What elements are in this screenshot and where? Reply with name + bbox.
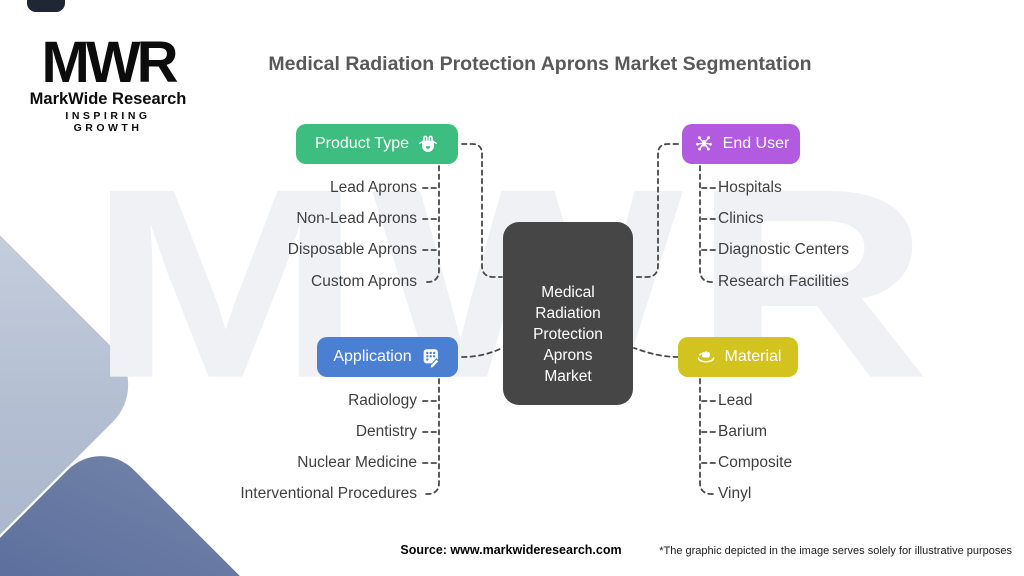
- end-user-item: Diagnostic Centers: [718, 241, 849, 258]
- material-item: Barium: [718, 423, 768, 440]
- logo-tagline: INSPIRING GROWTH: [65, 110, 151, 134]
- hand-dish-icon: [695, 346, 717, 368]
- material-item: Composite: [718, 454, 793, 471]
- application-label: Application: [333, 348, 412, 365]
- product-type-item: Custom Aprons: [311, 273, 417, 290]
- page-title: Medical Radiation Protection Aprons Mark…: [268, 53, 812, 75]
- material-item: Vinyl: [718, 485, 752, 502]
- application-item: Nuclear Medicine: [297, 454, 417, 471]
- disclaimer-text: *The graphic depicted in the image serve…: [659, 545, 1012, 557]
- connector-application-spine: [422, 378, 440, 495]
- product-type-item: Non-Lead Aprons: [296, 210, 417, 227]
- logo-acronym: MWR: [41, 30, 179, 95]
- product-type-item: Disposable Aprons: [287, 241, 417, 258]
- end-user-item: Hospitals: [718, 179, 782, 196]
- center-node-line: Radiation: [535, 305, 601, 322]
- logo-name: MarkWide Research: [29, 90, 187, 108]
- connector-material-spine: [699, 378, 717, 495]
- center-node-line: Aprons: [543, 347, 593, 364]
- material-badge: Material: [678, 337, 798, 377]
- apron-icon: [417, 133, 439, 155]
- application-item: Radiology: [348, 392, 417, 409]
- application-badge: Application: [317, 337, 458, 377]
- center-node: Medical Radiation Protection Aprons Mark…: [503, 222, 633, 405]
- end-user-label: End User: [722, 135, 790, 152]
- connector-application-to-center: [461, 347, 503, 358]
- markwide-logo: MWR MarkWide Research INSPIRING GROWTH: [28, 30, 188, 135]
- connector-end-user-to-center: [633, 143, 679, 278]
- end-user-item: Research Facilities: [718, 273, 849, 290]
- source-text: Source: www.markwideresearch.com: [400, 543, 622, 557]
- product-type-badge: Product Type: [296, 124, 458, 164]
- center-node-line: Market: [544, 368, 592, 385]
- connector-product-type-to-center: [461, 143, 503, 278]
- end-user-badge: End User: [682, 124, 800, 164]
- product-type-label: Product Type: [315, 135, 409, 152]
- product-type-item: Lead Aprons: [329, 179, 417, 196]
- center-node-line: Protection: [533, 326, 603, 343]
- top-left-corner-shape: [27, 0, 65, 12]
- people-network-icon: [693, 133, 715, 155]
- material-item: Lead: [718, 392, 753, 409]
- end-user-item: Clinics: [718, 210, 764, 227]
- connector-product-type-spine: [422, 165, 440, 283]
- connector-material-to-center: [633, 347, 679, 358]
- material-label: Material: [724, 348, 782, 365]
- center-node-line: Medical: [541, 284, 595, 301]
- keypad-edit-icon: [420, 346, 442, 368]
- application-item: Interventional Procedures: [240, 485, 417, 502]
- connector-end-user-spine: [699, 165, 717, 283]
- application-item: Dentistry: [355, 423, 417, 440]
